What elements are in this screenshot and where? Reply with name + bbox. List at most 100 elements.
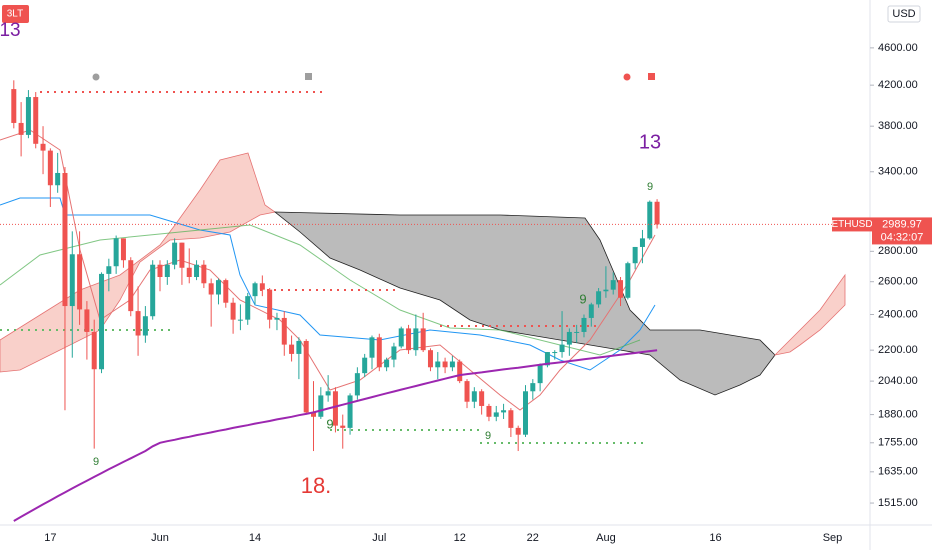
candle-body xyxy=(566,331,572,345)
candle-body xyxy=(610,280,616,290)
candle-body xyxy=(464,381,470,402)
price-tag-label: 2989.97 xyxy=(882,218,922,230)
signal-dot xyxy=(92,73,100,81)
candle-body xyxy=(639,238,645,247)
candle-body xyxy=(471,391,477,402)
candle-body xyxy=(289,344,295,354)
signal-dot xyxy=(623,73,631,81)
candle-body xyxy=(347,395,353,428)
x-tick-label: 17 xyxy=(44,532,56,544)
candle-body xyxy=(33,97,39,144)
annotation: 9 xyxy=(579,291,586,306)
candle-body xyxy=(449,361,455,368)
candle-body xyxy=(376,337,382,368)
annotation: 18. xyxy=(301,473,332,498)
candle-body xyxy=(120,238,126,261)
countdown-label: 04:32:07 xyxy=(881,231,924,243)
candle-body xyxy=(142,316,148,336)
candle-body xyxy=(55,172,61,186)
candle-body xyxy=(237,319,243,321)
y-tick-label: 2800.00 xyxy=(878,245,918,257)
candle-body xyxy=(420,328,426,351)
annotation: 3LT xyxy=(7,9,24,20)
price-plot xyxy=(0,80,870,522)
candle-body xyxy=(267,289,273,320)
y-tick-label: 4200.00 xyxy=(878,79,918,91)
candle-body xyxy=(479,391,485,406)
cloud-bull xyxy=(0,152,276,373)
candle-body xyxy=(654,201,660,225)
x-tick-label: Sep xyxy=(823,532,843,544)
candle-body xyxy=(523,391,528,435)
candle-body xyxy=(354,373,360,396)
candle-body xyxy=(530,383,536,392)
candle-body xyxy=(537,365,543,384)
candle-body xyxy=(296,340,302,354)
candle-body xyxy=(384,359,390,368)
x-tick-label: Jul xyxy=(372,532,386,544)
candle-body xyxy=(11,89,17,123)
price-tag xyxy=(872,217,932,245)
candle-body xyxy=(442,361,448,368)
x-tick-label: 16 xyxy=(709,532,721,544)
candle-body xyxy=(325,391,331,396)
candle-body xyxy=(362,357,368,374)
candle-body xyxy=(625,263,631,298)
candle-body xyxy=(106,266,112,274)
candle-body xyxy=(311,412,317,417)
symbol-tag-label: ETHUSD xyxy=(831,219,872,230)
base-line xyxy=(0,197,656,371)
y-tick-label: 2200.00 xyxy=(878,344,918,356)
x-tick-label: 14 xyxy=(249,532,261,544)
candle-body xyxy=(318,395,324,417)
candle-body xyxy=(274,317,280,320)
candle-body xyxy=(340,425,346,428)
candle-body xyxy=(47,150,53,186)
candle-body xyxy=(208,283,214,295)
candle-body xyxy=(544,352,550,366)
candle-body xyxy=(596,291,602,305)
candle-body xyxy=(457,361,463,382)
candle-body xyxy=(515,427,521,435)
annotation: 13 xyxy=(0,20,21,41)
y-tick-label: 1880.00 xyxy=(878,408,918,420)
x-tick-label: Jun xyxy=(151,532,169,544)
x-tick-label: 12 xyxy=(454,532,466,544)
candle-body xyxy=(245,296,251,320)
candle-body xyxy=(486,405,492,417)
currency-label[interactable]: USD xyxy=(892,8,915,20)
candle-body xyxy=(150,264,156,317)
candle-body xyxy=(406,328,412,351)
signal-square xyxy=(305,73,312,80)
y-tick-label: 3400.00 xyxy=(878,166,918,178)
y-tick-label: 1755.00 xyxy=(878,437,918,449)
candle-body xyxy=(493,412,499,417)
candle-body xyxy=(581,317,587,332)
candle-body xyxy=(501,410,507,413)
candle-body xyxy=(179,242,185,268)
candle-body xyxy=(128,260,134,312)
candle-body xyxy=(40,143,46,151)
annotation: 9 xyxy=(326,416,333,431)
candle-body xyxy=(259,283,265,290)
candle-body xyxy=(157,264,163,278)
cloud-bear xyxy=(273,211,776,396)
candle-body xyxy=(281,317,287,345)
annotation: 9 xyxy=(485,430,491,442)
signal-square xyxy=(648,73,655,80)
candle-body xyxy=(25,97,31,135)
candle-body xyxy=(230,302,236,320)
candle-body xyxy=(559,344,565,353)
y-tick-label: 2600.00 xyxy=(878,276,918,288)
candle-body xyxy=(172,242,178,265)
y-tick-label: 1635.00 xyxy=(878,466,918,478)
candle-body xyxy=(18,122,24,135)
y-tick-label: 2400.00 xyxy=(878,308,918,320)
candle-body xyxy=(632,246,638,264)
candle-body xyxy=(77,254,83,310)
candle-body xyxy=(427,350,433,368)
currency-box[interactable] xyxy=(887,5,921,23)
candle-body xyxy=(398,328,404,347)
candle-body xyxy=(603,289,609,292)
